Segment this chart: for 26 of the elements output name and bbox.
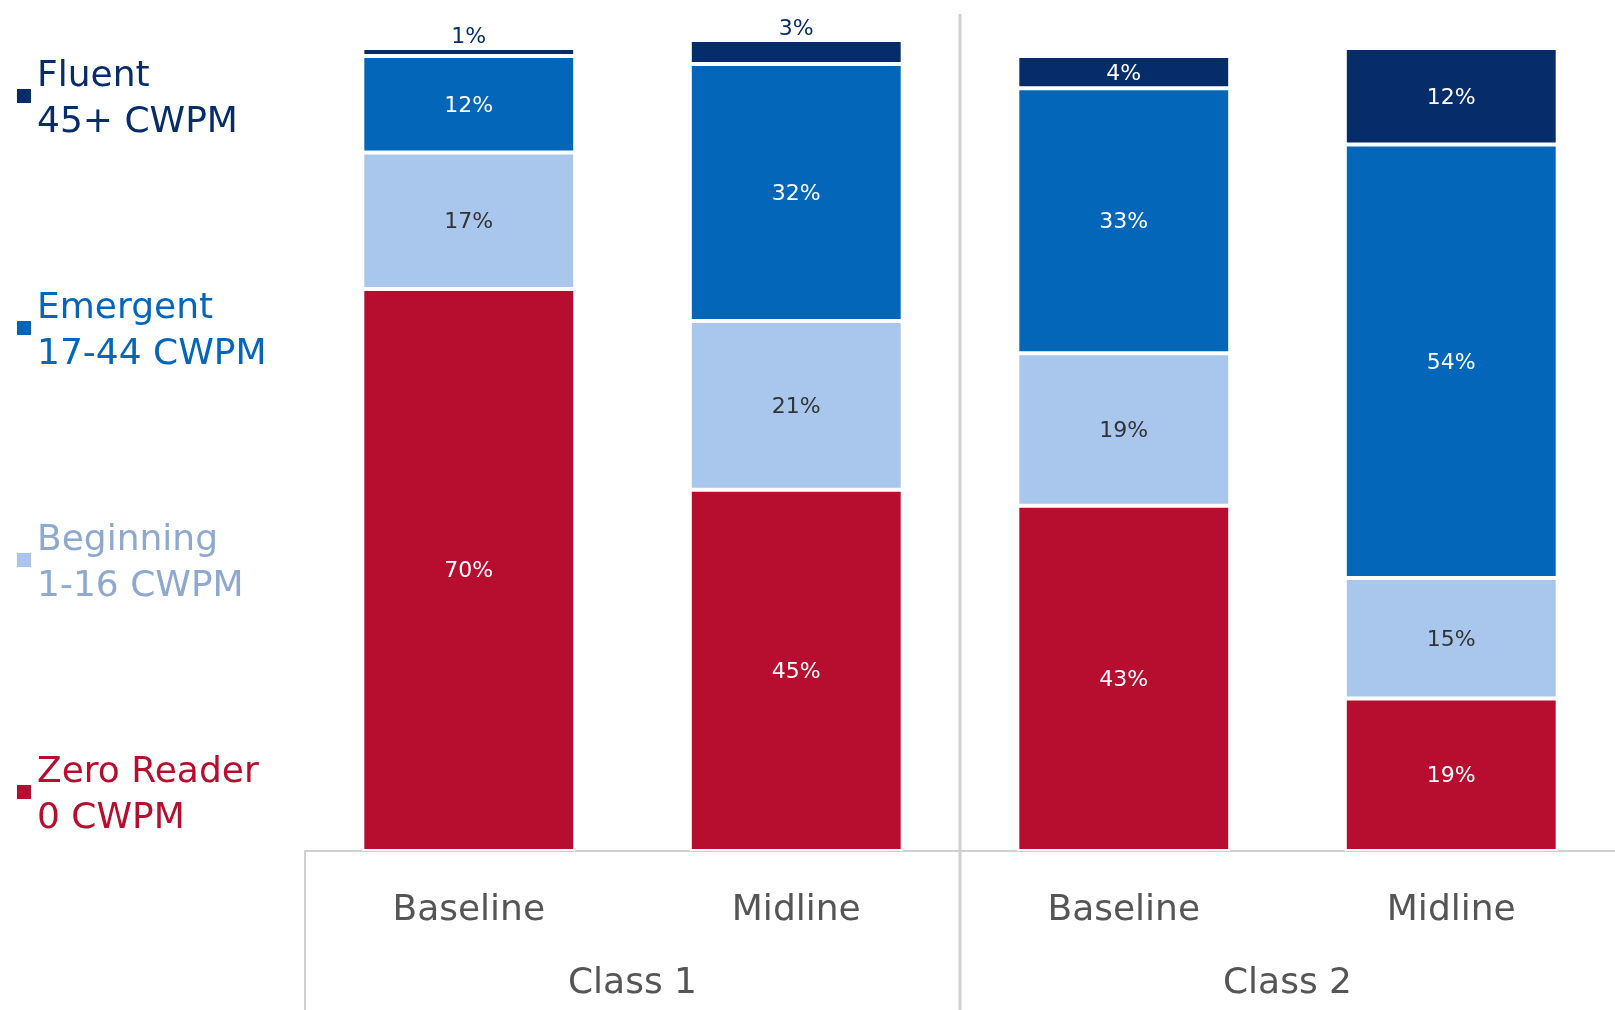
data-label: 19% [1426,762,1476,788]
data-label: 32% [771,180,821,206]
x-tick-label: Baseline [1047,886,1201,928]
text: Class 2 [1222,959,1353,1001]
legend-label: Beginning 1-16 CWPM [37,516,244,604]
data-label: 3% [778,14,814,40]
data-label: 15% [1426,625,1476,651]
legend-label: Zero Reader 0 CWPM [37,748,259,836]
data-label: 17% [444,208,494,234]
x-tick-label: Midline [731,886,861,928]
data-label: 70% [444,557,494,583]
data-label: 1% [451,22,487,48]
data-label: 12% [444,91,494,117]
text: Class 1 [567,959,698,1001]
legend-label: Emergent 17-44 CWPM [37,284,267,372]
data-label: 12% [1426,83,1476,109]
x-tick-label: Baseline [392,886,546,928]
data-label: 54% [1426,348,1476,374]
data-label: 33% [1099,208,1149,234]
data-label: 4% [1106,59,1142,85]
x-tick-label: Midline [1386,886,1516,928]
data-label: 21% [771,392,821,418]
data-label: 45% [771,657,821,683]
legend-label: Fluent 45+ CWPM [37,52,238,140]
data-label: 19% [1099,416,1149,442]
data-label: 43% [1099,665,1149,691]
